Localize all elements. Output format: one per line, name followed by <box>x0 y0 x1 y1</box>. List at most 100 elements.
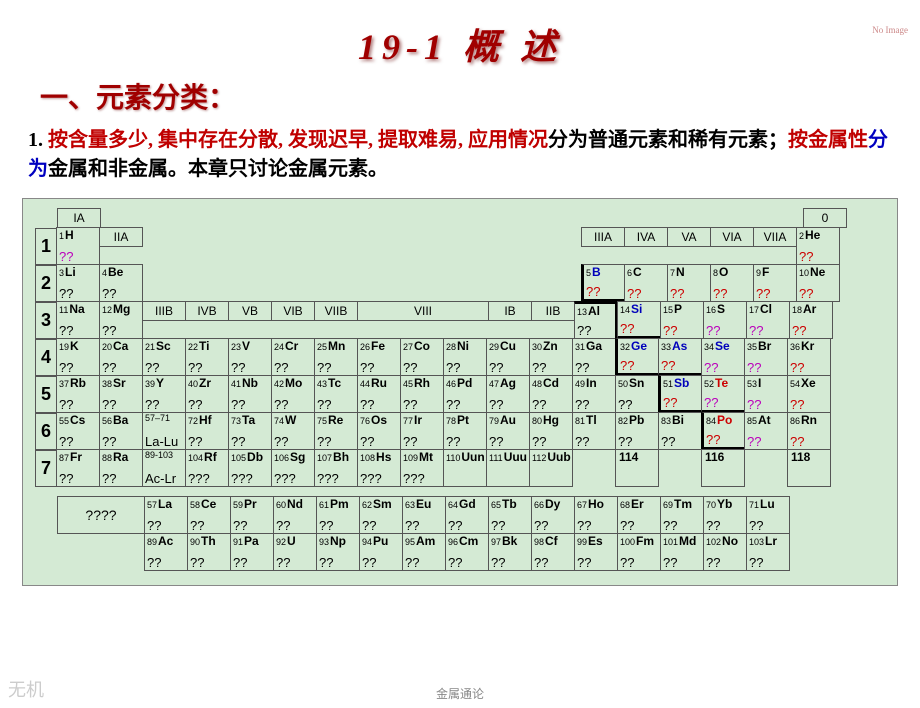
section-heading: 一、元素分类： <box>40 76 920 116</box>
element-cell: VIB <box>271 301 315 321</box>
element-cell: 4Be?? <box>99 264 143 302</box>
element-cell: 46Pd?? <box>443 375 487 413</box>
element-cell: 39Y?? <box>142 375 186 413</box>
element-cell: 71Lu?? <box>746 496 790 534</box>
periodic-table: IA011H??IIAIIIAIVAVAVIAVIIA2He??23Li??4B… <box>22 198 898 586</box>
element-cell: 33As?? <box>658 338 702 376</box>
period-number: 1 <box>35 228 57 265</box>
element-cell: 52Te?? <box>701 375 745 413</box>
element-cell: 13Al?? <box>574 301 618 339</box>
element-cell: IVA <box>624 227 668 247</box>
element-cell: 94Pu?? <box>359 533 403 571</box>
element-cell: 42Mo?? <box>271 375 315 413</box>
para-text: 金属和非金属。本章只讨论金属元素。 <box>48 158 388 180</box>
element-cell: 78Pt?? <box>443 412 487 450</box>
element-cell: 96Cm?? <box>445 533 489 571</box>
element-cell: 84Po?? <box>701 412 745 450</box>
paragraph: 1. 按含量多少, 集中存在分散, 发现迟早, 提取难易, 应用情况分为普通元素… <box>28 126 892 184</box>
element-cell: 104Rf??? <box>185 449 229 487</box>
element-cell: 77Ir?? <box>400 412 444 450</box>
element-cell: 98Cf?? <box>531 533 575 571</box>
element-cell: 21Sc?? <box>142 338 186 376</box>
element-cell: 38Sr?? <box>99 375 143 413</box>
element-cell: 18Ar?? <box>789 301 833 339</box>
element-cell: 118 <box>787 449 831 487</box>
element-cell: 2He?? <box>796 227 840 265</box>
element-cell: 82Pb?? <box>615 412 659 450</box>
element-cell: VA <box>667 227 711 247</box>
element-cell: 16S?? <box>703 301 747 339</box>
element-cell: 68Er?? <box>617 496 661 534</box>
footer-text: 金属通论 <box>436 685 484 702</box>
element-cell: 0 <box>803 208 847 228</box>
element-cell: 89-103Ac-Lr <box>142 449 186 487</box>
element-cell: IVB <box>185 301 229 321</box>
element-cell: 69Tm?? <box>660 496 704 534</box>
period-number: 6 <box>35 413 57 450</box>
element-cell: 5B?? <box>581 264 625 302</box>
element-cell: IIIA <box>581 227 625 247</box>
element-cell: 22Ti?? <box>185 338 229 376</box>
element-cell: 25Mn?? <box>314 338 358 376</box>
element-cell: VIII <box>357 301 489 321</box>
para-red: 按含量多少, 集中存在分散, 发现迟早, 提取难易, 应用情况 <box>48 129 548 151</box>
element-cell: 111Uuu <box>486 449 530 487</box>
element-cell: 86Rn?? <box>787 412 831 450</box>
element-cell: 35Br?? <box>744 338 788 376</box>
element-cell: 45Rh?? <box>400 375 444 413</box>
element-cell: 72Hf?? <box>185 412 229 450</box>
element-cell: 1H?? <box>56 227 100 265</box>
period-number: 2 <box>35 265 57 302</box>
element-cell: 108Hs??? <box>357 449 401 487</box>
element-cell: 62Sm?? <box>359 496 403 534</box>
element-cell: 106Sg??? <box>271 449 315 487</box>
element-cell: 49In?? <box>572 375 616 413</box>
element-cell: 48Cd?? <box>529 375 573 413</box>
element-cell: IIA <box>99 227 143 247</box>
element-cell: 75Re?? <box>314 412 358 450</box>
para-text: 分为普通元素和稀有元素； <box>548 129 788 151</box>
element-cell: 87Fr?? <box>56 449 100 487</box>
element-cell: 89Ac?? <box>144 533 188 571</box>
element-cell: 56Ba?? <box>99 412 143 450</box>
element-cell: IIB <box>531 301 575 321</box>
element-cell: 41Nb?? <box>228 375 272 413</box>
element-cell: 26Fe?? <box>357 338 401 376</box>
element-cell: 23V?? <box>228 338 272 376</box>
element-cell: 57–71La-Lu <box>142 412 186 450</box>
element-cell: VB <box>228 301 272 321</box>
element-cell: 99Es?? <box>574 533 618 571</box>
element-cell: IIIB <box>142 301 186 321</box>
element-cell: 43Tc?? <box>314 375 358 413</box>
element-cell: 105Db??? <box>228 449 272 487</box>
para-red: 按金属性 <box>788 129 868 151</box>
element-cell: 51Sb?? <box>658 375 702 413</box>
page-title: 19-1 概 述 <box>0 18 920 70</box>
element-cell: 28Ni?? <box>443 338 487 376</box>
element-cell: 14Si?? <box>617 301 661 339</box>
element-cell: 37Rb?? <box>56 375 100 413</box>
element-cell: 53I?? <box>744 375 788 413</box>
element-cell: 11Na?? <box>56 301 100 339</box>
element-cell: 67Ho?? <box>574 496 618 534</box>
element-cell: 93Np?? <box>316 533 360 571</box>
element-cell: 116 <box>701 449 745 487</box>
element-cell: 65Tb?? <box>488 496 532 534</box>
element-cell: VIIB <box>314 301 358 321</box>
element-cell: 92U?? <box>273 533 317 571</box>
element-cell: 100Fm?? <box>617 533 661 571</box>
element-cell: 61Pm?? <box>316 496 360 534</box>
period-number: 4 <box>35 339 57 376</box>
element-cell: 60Nd?? <box>273 496 317 534</box>
element-cell: 110Uun <box>443 449 487 487</box>
element-cell: 30Zn?? <box>529 338 573 376</box>
period-number: 3 <box>35 302 57 339</box>
element-cell: 66Dy?? <box>531 496 575 534</box>
element-cell: 107Bh??? <box>314 449 358 487</box>
element-cell: 59Pr?? <box>230 496 274 534</box>
element-cell: 83Bi?? <box>658 412 702 450</box>
element-cell: 64Gd?? <box>445 496 489 534</box>
element-cell: 73Ta?? <box>228 412 272 450</box>
element-cell: 40Zr?? <box>185 375 229 413</box>
element-cell: 20Ca?? <box>99 338 143 376</box>
